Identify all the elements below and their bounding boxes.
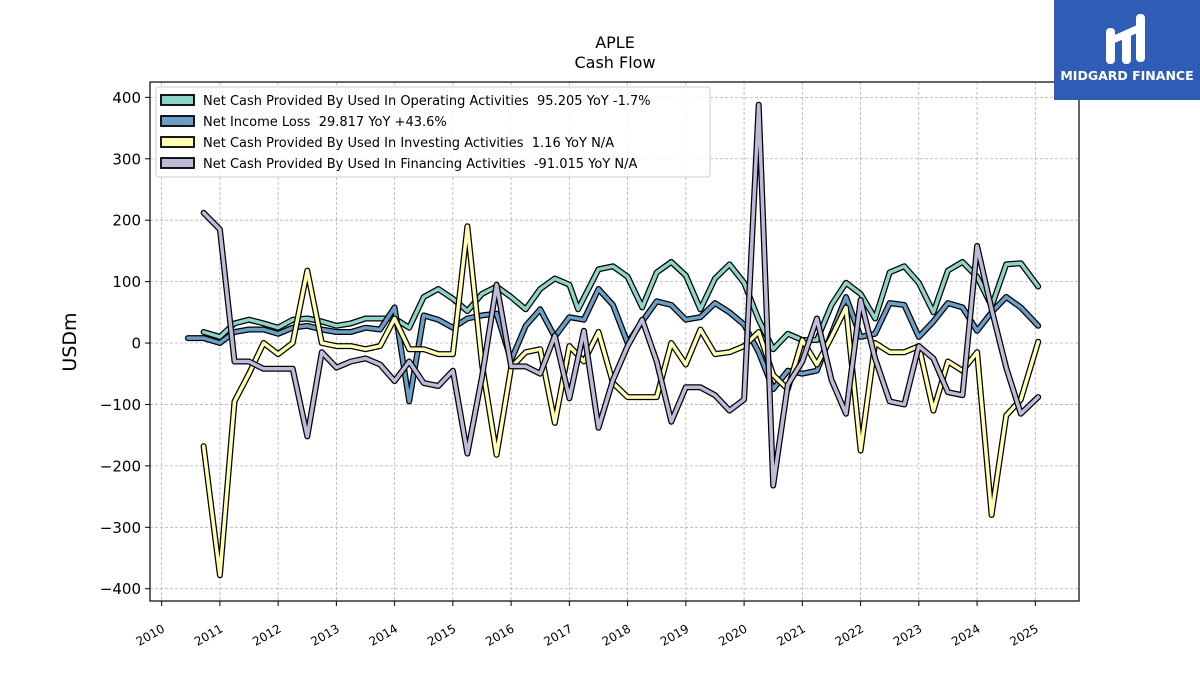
y-tick-label: 400 xyxy=(112,89,141,107)
plot-frame xyxy=(149,81,1080,602)
y-tick-label: 100 xyxy=(112,273,141,291)
legend-label: Net Cash Provided By Used In Investing A… xyxy=(203,136,614,151)
legend: Net Cash Provided By Used In Operating A… xyxy=(155,86,711,178)
legend-swatch xyxy=(160,115,195,127)
y-tick-label: −300 xyxy=(100,519,141,537)
y-tick-label: 200 xyxy=(112,212,141,230)
chart-subtitle: Cash Flow xyxy=(574,53,655,72)
series-line xyxy=(201,224,1040,577)
midgard-finance-logo: MIDGARD FINANCE xyxy=(1054,0,1200,100)
y-tick-label: 0 xyxy=(131,335,141,353)
legend-label: Net Cash Provided By Used In Financing A… xyxy=(203,157,638,172)
y-axis: 400 300 200 100 0 −100 −200 −300 −400 xyxy=(100,89,150,598)
y-axis-label: USDm xyxy=(59,312,81,371)
legend-label: Net Income Loss 29.817 YoY +43.6% xyxy=(203,115,447,130)
legend-box xyxy=(155,86,711,178)
series-line xyxy=(186,287,1040,404)
chart-title: APLE xyxy=(595,33,635,52)
legend-swatch xyxy=(160,94,195,106)
y-tick-label: 300 xyxy=(112,150,141,168)
series-layer xyxy=(184,101,1042,579)
y-tick-label: −200 xyxy=(100,457,141,475)
series-line xyxy=(201,260,1040,351)
logo-text: MIDGARD FINANCE xyxy=(1060,68,1194,83)
legend-label: Net Cash Provided By Used In Operating A… xyxy=(203,94,651,109)
y-tick-label: −400 xyxy=(100,580,141,598)
logo-mark-icon xyxy=(1106,14,1145,64)
y-tick-label: −100 xyxy=(100,396,141,414)
legend-swatch xyxy=(160,136,195,148)
legend-swatch xyxy=(160,157,195,169)
series-line xyxy=(201,102,1040,488)
